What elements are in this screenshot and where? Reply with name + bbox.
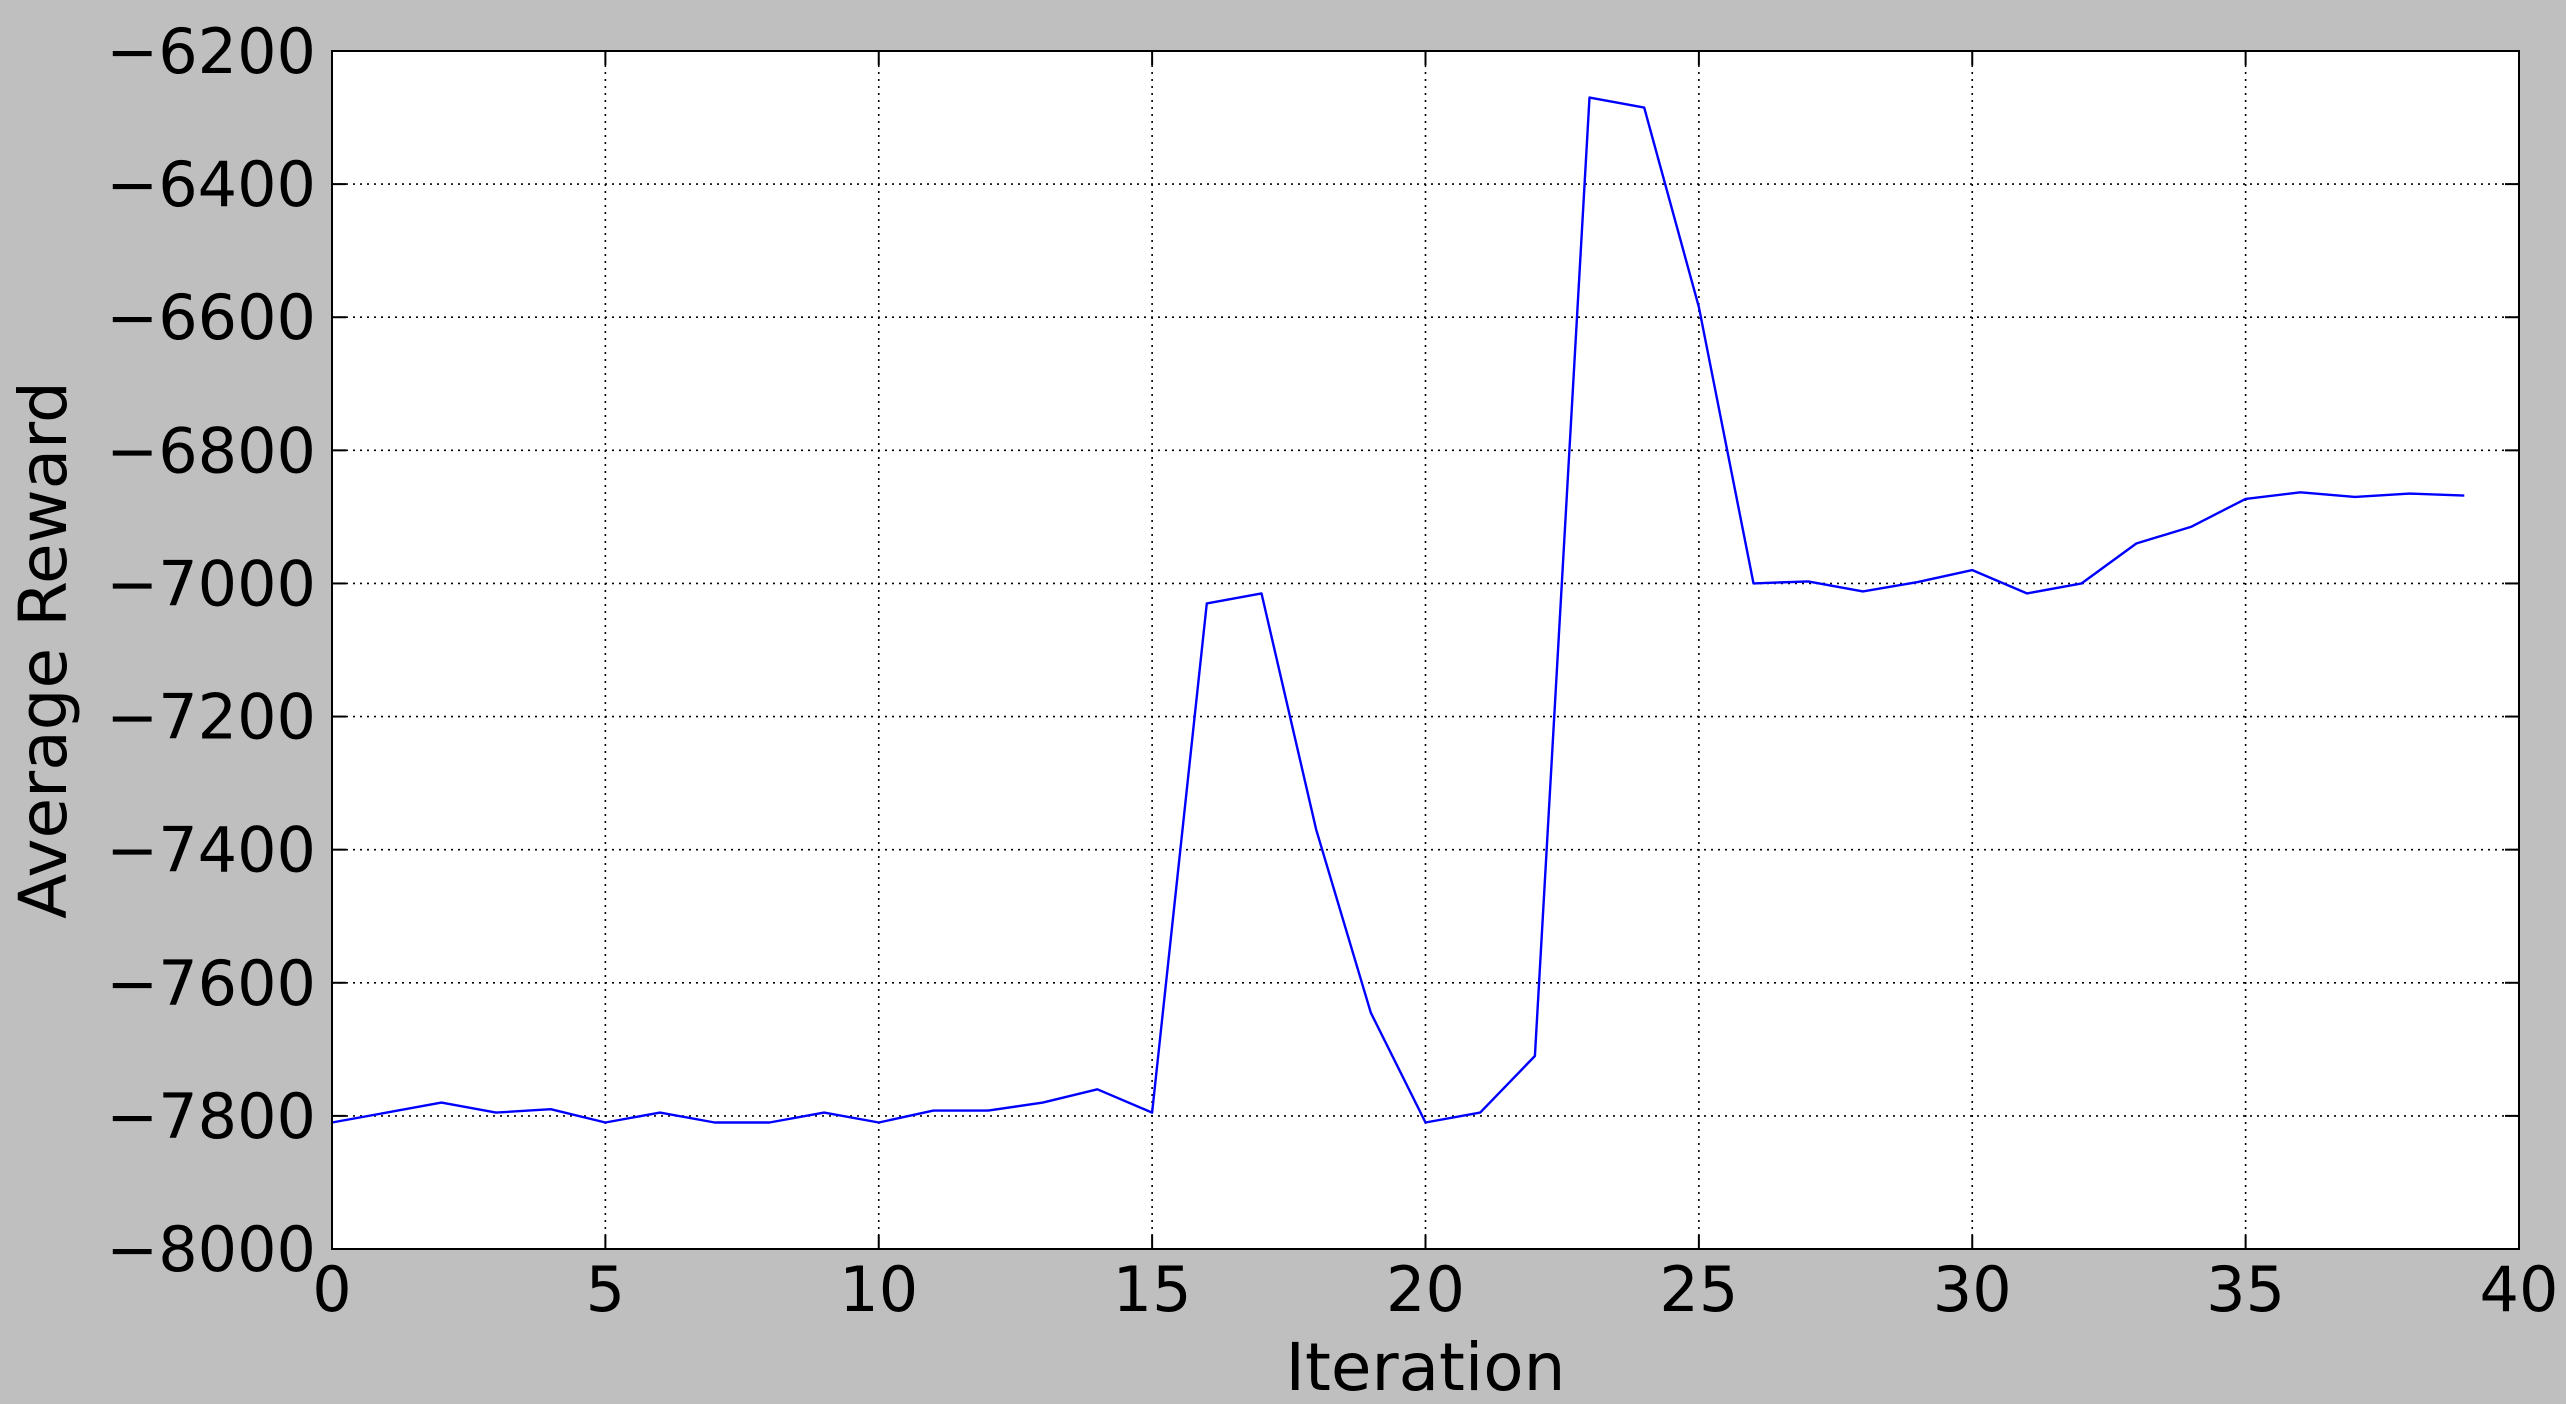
x-tick-label: 20 [1386, 1253, 1465, 1326]
y-tick-label: −6600 [106, 281, 316, 354]
series-layer [331, 96, 2465, 1124]
x-tick-label: 40 [2480, 1253, 2559, 1326]
plot-background [332, 51, 2519, 1249]
x-tick-label: 10 [839, 1253, 918, 1326]
y-tick-label: −6800 [106, 414, 316, 487]
y-tick-label: −6200 [106, 15, 316, 88]
y-tick-label: −7000 [106, 547, 316, 620]
y-tick-label: −7400 [106, 814, 316, 887]
y-axis-label: Average Reward [5, 381, 82, 919]
series-line-average-reward [331, 96, 2465, 1124]
y-tick-label: −6400 [106, 148, 316, 221]
x-tick-label: 0 [312, 1253, 351, 1326]
x-tick-label: 25 [1659, 1253, 1738, 1326]
y-tick-label: −8000 [106, 1213, 316, 1286]
x-axis-label: Iteration [1286, 1329, 1566, 1400]
x-tick-label: 5 [586, 1253, 625, 1326]
y-tick-label: −7800 [106, 1080, 316, 1153]
x-tick-label: 35 [2206, 1253, 2285, 1326]
y-tick-label: −7600 [106, 947, 316, 1020]
ticks [331, 50, 2520, 1250]
grid [332, 51, 2519, 1249]
tick-labels: 0 5 10 15 20 25 30 35 40 −6200 −6400 −6600 −6800 −700… [106, 15, 2558, 1326]
x-tick-label: 15 [1113, 1253, 1192, 1326]
x-tick-label: 30 [1933, 1253, 2012, 1326]
y-tick-label: −7200 [106, 681, 316, 754]
